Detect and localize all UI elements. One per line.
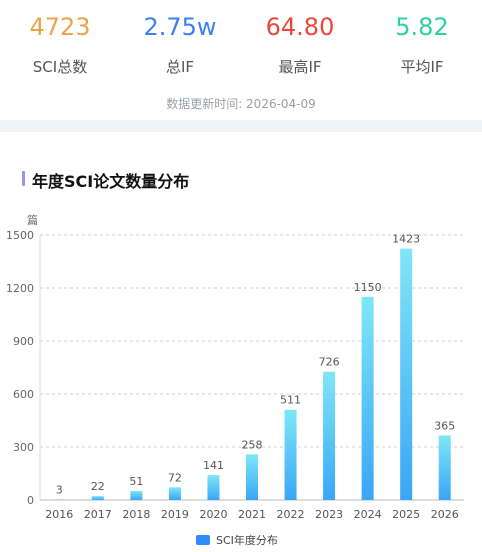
bar [53,499,66,500]
data-label: 51 [129,475,143,488]
data-label: 72 [168,471,182,484]
stat-max-if: 64.80 最高IF [240,12,360,77]
section-title-text: 年度SCI论文数量分布 [32,172,190,191]
stat-value: 5.82 [395,13,449,41]
bar-chart: 0 300 600 900 1200 1500 3 22 51 72 141 258 511 726 11… [6,213,464,547]
update-time: 数据更新时间: 2026-04-09 [166,97,316,111]
bar [361,296,374,500]
bar [284,409,297,500]
data-label: 3 [56,483,63,496]
x-tick-label: 2025 [392,508,420,521]
x-tick-label: 2022 [277,508,305,521]
data-label: 511 [280,394,301,407]
stat-label: 总IF [165,58,195,76]
bar [438,435,451,500]
y-tick-label: 0 [27,494,34,507]
data-label: 365 [434,420,455,433]
x-tick-label: 2020 [199,508,227,521]
y-tick-label: 600 [13,388,34,401]
y-tick-label: 1500 [6,229,34,242]
legend-label: SCI年度分布 [216,533,278,547]
stat-total-if: 2.75w 总IF [120,12,240,77]
bar [207,475,220,500]
y-tick-label: 900 [13,335,34,348]
bar [130,490,143,500]
stat-label: SCI总数 [32,58,88,76]
y-tick-label: 300 [13,441,34,454]
data-label: 22 [91,480,105,493]
x-tick-label: 2017 [84,508,112,521]
stats-panel: 4723 SCI总数 2.75w 总IF 64.80 最高IF 5.82 平均I… [0,0,482,120]
bar [400,248,413,500]
y-tick-label: 1200 [6,282,34,295]
data-label: 1423 [392,233,420,246]
section-divider [0,120,482,132]
data-label: 258 [242,438,263,451]
bar [168,487,181,500]
data-label: 141 [203,459,224,472]
x-tick-label: 2024 [354,508,382,521]
x-tick-label: 2018 [122,508,150,521]
stat-label: 平均IF [400,58,444,76]
legend-swatch [196,535,210,545]
stat-value: 2.75w [143,13,217,41]
x-tick-label: 2019 [161,508,189,521]
stat-avg-if: 5.82 平均IF [362,12,482,77]
stat-value: 4723 [29,13,91,41]
title-accent-bar [22,171,25,186]
x-tick-label: 2021 [238,508,266,521]
bar [323,371,336,500]
x-tick-label: 2016 [45,508,73,521]
stat-value: 64.80 [265,13,335,41]
x-tick-label: 2026 [431,508,459,521]
x-tick-label: 2023 [315,508,343,521]
stat-label: 最高IF [278,58,322,76]
section-title: 年度SCI论文数量分布 [22,168,189,192]
data-label: 1150 [354,281,382,294]
bar [246,454,258,500]
stat-sci-total: 4723 SCI总数 [0,12,120,77]
data-label: 726 [319,356,340,369]
y-axis-unit: 篇 [27,213,38,227]
bar [91,496,104,500]
